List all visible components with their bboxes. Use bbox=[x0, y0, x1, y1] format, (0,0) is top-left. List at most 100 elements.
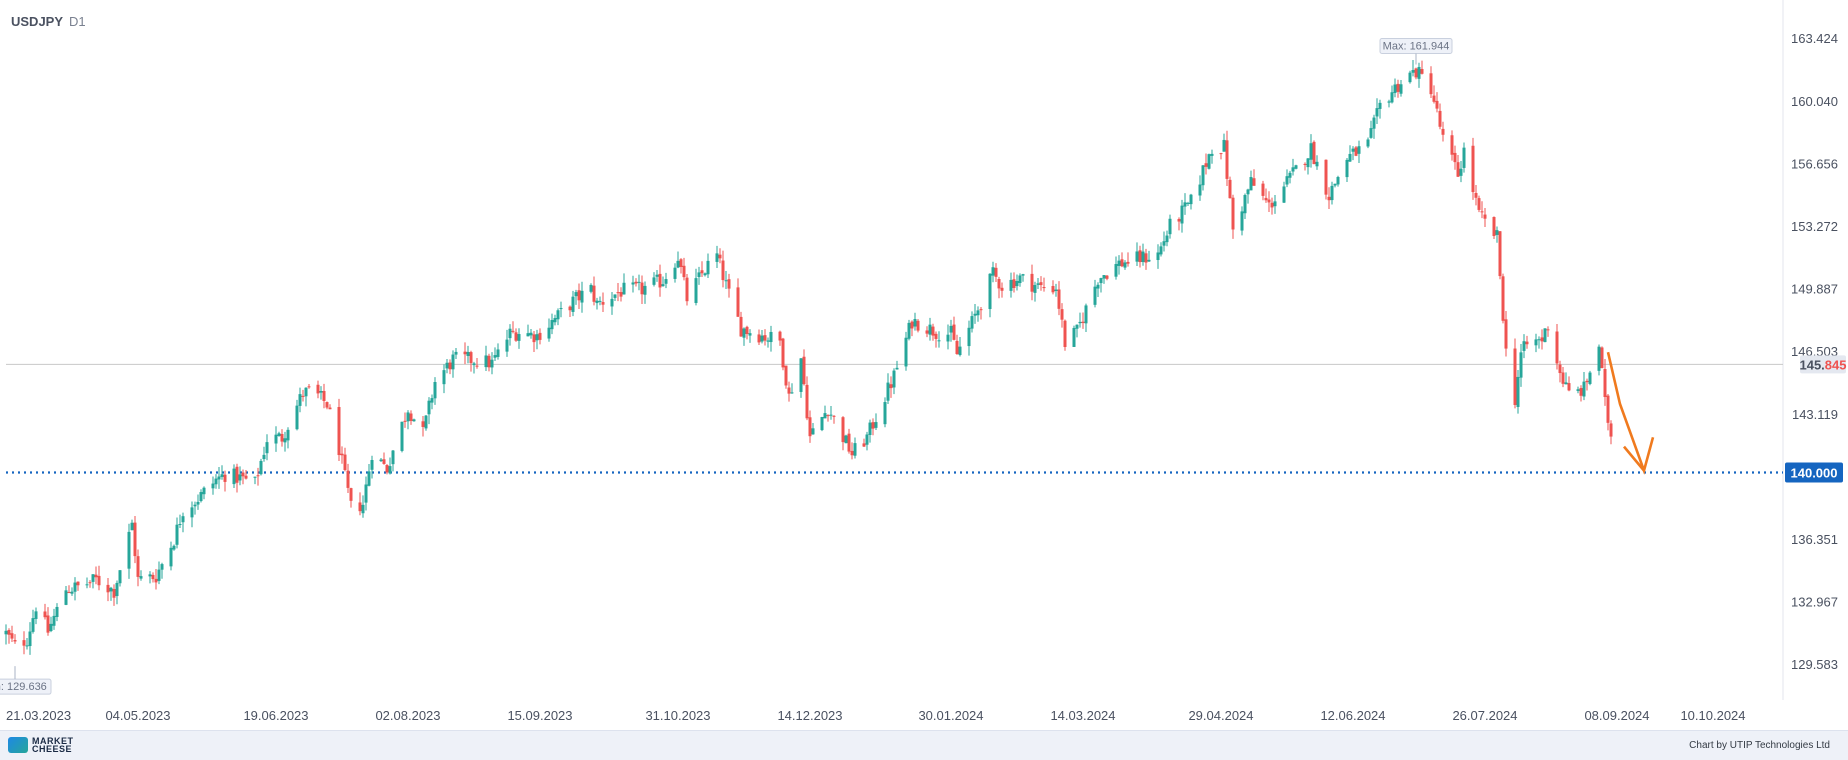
candle bbox=[1165, 230, 1169, 247]
candle bbox=[244, 470, 248, 480]
candle bbox=[28, 622, 32, 655]
candle bbox=[925, 326, 929, 338]
candle bbox=[85, 577, 89, 589]
candle bbox=[1252, 169, 1256, 186]
candle bbox=[682, 257, 686, 281]
candle bbox=[643, 281, 647, 304]
candle bbox=[466, 345, 470, 364]
candle bbox=[781, 337, 785, 371]
candle bbox=[328, 404, 332, 410]
price-chart[interactable]: USDJPY D1 129.583 132.967 136.351 143.119 14… bbox=[0, 0, 1848, 730]
candle bbox=[91, 574, 95, 589]
candle bbox=[574, 289, 578, 305]
candle bbox=[994, 263, 998, 282]
candle bbox=[1303, 162, 1307, 171]
candle bbox=[1018, 273, 1022, 287]
candle bbox=[553, 314, 557, 326]
candle bbox=[1312, 140, 1316, 165]
candle bbox=[1285, 169, 1289, 188]
candle bbox=[454, 347, 458, 359]
candle bbox=[280, 429, 284, 447]
candle bbox=[757, 329, 761, 346]
candle bbox=[613, 294, 617, 302]
x-tick-label-13: 10.10.2024 bbox=[1680, 708, 1745, 723]
y-axis: 129.583132.967136.351143.119146.503149.8… bbox=[1791, 31, 1838, 672]
candle bbox=[1537, 336, 1541, 349]
candle bbox=[319, 386, 323, 400]
candle bbox=[592, 276, 596, 306]
y-tick-label-3: 143.119 bbox=[1792, 407, 1838, 422]
candle bbox=[433, 377, 437, 405]
candle bbox=[1288, 170, 1292, 184]
logo-text: MARKET CHEESE bbox=[32, 736, 74, 754]
candle bbox=[931, 323, 935, 341]
x-tick-label-2: 19.06.2023 bbox=[243, 708, 308, 723]
candle bbox=[865, 431, 869, 451]
candle bbox=[1435, 92, 1439, 113]
svg-text:Min: 129.636: Min: 129.636 bbox=[0, 681, 47, 693]
candle bbox=[718, 248, 722, 264]
candle bbox=[952, 316, 956, 341]
candle bbox=[1054, 283, 1058, 297]
candle bbox=[190, 501, 194, 528]
candle bbox=[385, 464, 389, 475]
candle bbox=[1249, 170, 1253, 191]
candle bbox=[829, 405, 833, 420]
candle bbox=[871, 418, 875, 436]
candle bbox=[277, 431, 281, 437]
candle bbox=[139, 570, 143, 581]
y-tick-label-6: 153.272 bbox=[1791, 219, 1838, 234]
candle bbox=[1210, 149, 1214, 164]
candle bbox=[1225, 130, 1229, 186]
candle bbox=[556, 308, 560, 326]
candle bbox=[55, 603, 59, 622]
candle bbox=[298, 387, 302, 413]
candle bbox=[658, 264, 662, 297]
candle bbox=[1462, 142, 1466, 173]
candle bbox=[1534, 333, 1538, 353]
candle bbox=[496, 343, 500, 360]
candle bbox=[421, 415, 425, 437]
candle bbox=[1366, 137, 1370, 149]
candle bbox=[340, 446, 344, 464]
candle bbox=[1474, 184, 1478, 206]
candle bbox=[451, 350, 455, 378]
candle bbox=[595, 297, 599, 310]
candle bbox=[526, 324, 530, 337]
candle bbox=[307, 383, 311, 389]
candle bbox=[262, 446, 266, 462]
candle bbox=[991, 261, 995, 283]
candle bbox=[1582, 371, 1586, 401]
candle bbox=[1120, 252, 1124, 268]
candles bbox=[4, 59, 1613, 655]
x-tick-label-0: 21.03.2023 bbox=[6, 708, 71, 723]
candle bbox=[1585, 378, 1589, 391]
candle bbox=[358, 492, 362, 516]
candle bbox=[283, 431, 287, 452]
candle bbox=[367, 464, 371, 487]
candle bbox=[1609, 420, 1613, 445]
candle bbox=[550, 313, 554, 335]
candle bbox=[949, 319, 953, 342]
candle bbox=[631, 275, 635, 293]
candle bbox=[73, 577, 77, 601]
candle bbox=[853, 437, 857, 459]
x-tick-label-7: 30.01.2024 bbox=[918, 708, 983, 723]
candle bbox=[1021, 273, 1025, 282]
candle bbox=[130, 519, 134, 531]
max-tag: Max: 161.944 bbox=[1379, 38, 1453, 65]
candle bbox=[1492, 216, 1496, 240]
candle bbox=[133, 516, 137, 564]
candle bbox=[274, 426, 278, 452]
candle bbox=[1183, 193, 1187, 215]
y-tick-label-2: 136.351 bbox=[1791, 532, 1838, 547]
candle bbox=[199, 489, 203, 503]
candle bbox=[1159, 242, 1163, 257]
candle bbox=[1204, 153, 1208, 175]
x-tick-label-5: 31.10.2023 bbox=[645, 708, 710, 723]
candle bbox=[1231, 194, 1235, 239]
y-tick-label-0: 129.583 bbox=[1791, 657, 1838, 672]
candle bbox=[214, 474, 218, 489]
candle bbox=[1030, 264, 1034, 301]
candle bbox=[430, 394, 434, 410]
